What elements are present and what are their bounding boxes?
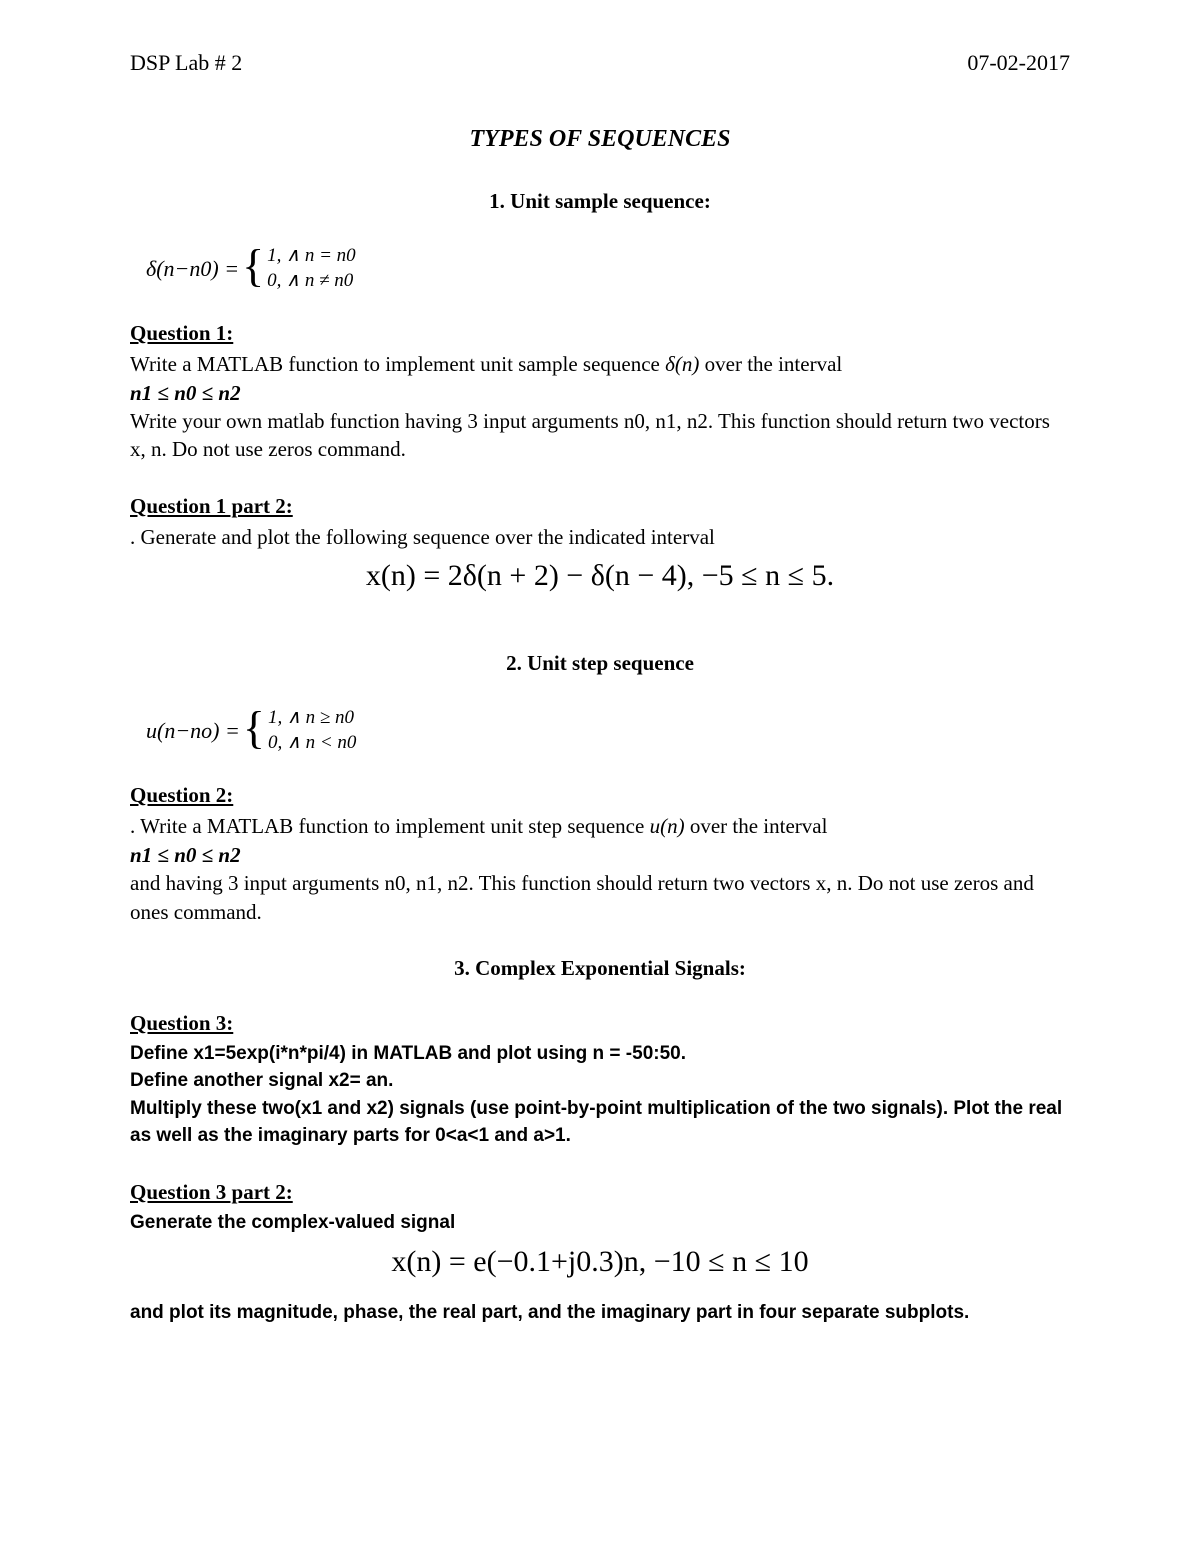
q2-text-b: over the interval: [685, 814, 828, 838]
q1-inline-math: δ(n): [665, 352, 699, 376]
header-right: 07-02-2017: [967, 50, 1070, 76]
equation-case-2: 0, ∧ n ≠ n0: [267, 269, 355, 294]
question-3-part-2: Question 3 part 2: Generate the complex-…: [130, 1180, 1070, 1326]
q2-interval: n1 ≤ n0 ≤ n2: [130, 841, 1070, 869]
question-2: Question 2: . Write a MATLAB function to…: [130, 783, 1070, 925]
equation-lhs: u(n−no) =: [146, 718, 240, 744]
section-1-heading: 1. Unit sample sequence:: [130, 189, 1070, 214]
q3p2-line-2: and plot its magnitude, phase, the real …: [130, 1299, 1070, 1327]
equation-case-2: 0, ∧ n < n0: [268, 731, 356, 756]
section-2-heading: 2. Unit step sequence: [130, 651, 1070, 676]
question-3: Question 3: Define x1=5exp(i*n*pi/4) in …: [130, 1011, 1070, 1150]
q2-text-a: . Write a MATLAB function to implement u…: [130, 814, 650, 838]
q1-text-a: Write a MATLAB function to implement uni…: [130, 352, 665, 376]
equation-case-1: 1, ∧ n = n0: [267, 244, 355, 269]
q2-inline-math: u(n): [650, 814, 685, 838]
page-title: TYPES OF SEQUENCES: [130, 126, 1070, 153]
q1-interval: n1 ≤ n0 ≤ n2: [130, 379, 1070, 407]
brace-icon: {: [242, 248, 264, 285]
q3p2-equation: x(n) = e(−0.1+j0.3)n, −10 ≤ n ≤ 10: [130, 1245, 1070, 1279]
q3p2-line-1: Generate the complex-valued signal: [130, 1209, 1070, 1237]
question-1: Question 1: Write a MATLAB function to i…: [130, 321, 1070, 463]
brace-icon: {: [243, 710, 265, 747]
q3-line-1: Define x1=5exp(i*n*pi/4) in MATLAB and p…: [130, 1040, 1070, 1068]
q3-line-3: Multiply these two(x1 and x2) signals (u…: [130, 1095, 1070, 1150]
q1p2-text: . Generate and plot the following sequen…: [130, 523, 1070, 551]
question-3-part-2-heading: Question 3 part 2:: [130, 1180, 1070, 1205]
equation-case-1: 1, ∧ n ≥ n0: [268, 706, 356, 731]
q1-instructions: Write your own matlab function having 3 …: [130, 407, 1070, 464]
question-1-part-2-heading: Question 1 part 2:: [130, 494, 1070, 519]
question-1-part-2: Question 1 part 2: . Generate and plot t…: [130, 494, 1070, 593]
equation-lhs: δ(n−n0) =: [146, 256, 239, 282]
q3-line-2: Define another signal x2= an.: [130, 1067, 1070, 1095]
question-2-heading: Question 2:: [130, 783, 1070, 808]
section-3-heading: 3. Complex Exponential Signals:: [130, 956, 1070, 981]
page-header: DSP Lab # 2 07-02-2017: [130, 50, 1070, 76]
question-3-heading: Question 3:: [130, 1011, 1070, 1036]
question-1-heading: Question 1:: [130, 321, 1070, 346]
delta-equation: δ(n−n0) = { 1, ∧ n = n0 0, ∧ n ≠ n0: [146, 244, 1070, 293]
q2-instructions: and having 3 input arguments n0, n1, n2.…: [130, 869, 1070, 926]
q1p2-equation: x(n) = 2δ(n + 2) − δ(n − 4), −5 ≤ n ≤ 5.: [130, 559, 1070, 593]
q1-text-b: over the interval: [699, 352, 842, 376]
unit-step-equation: u(n−no) = { 1, ∧ n ≥ n0 0, ∧ n < n0: [146, 706, 1070, 755]
header-left: DSP Lab # 2: [130, 50, 242, 76]
